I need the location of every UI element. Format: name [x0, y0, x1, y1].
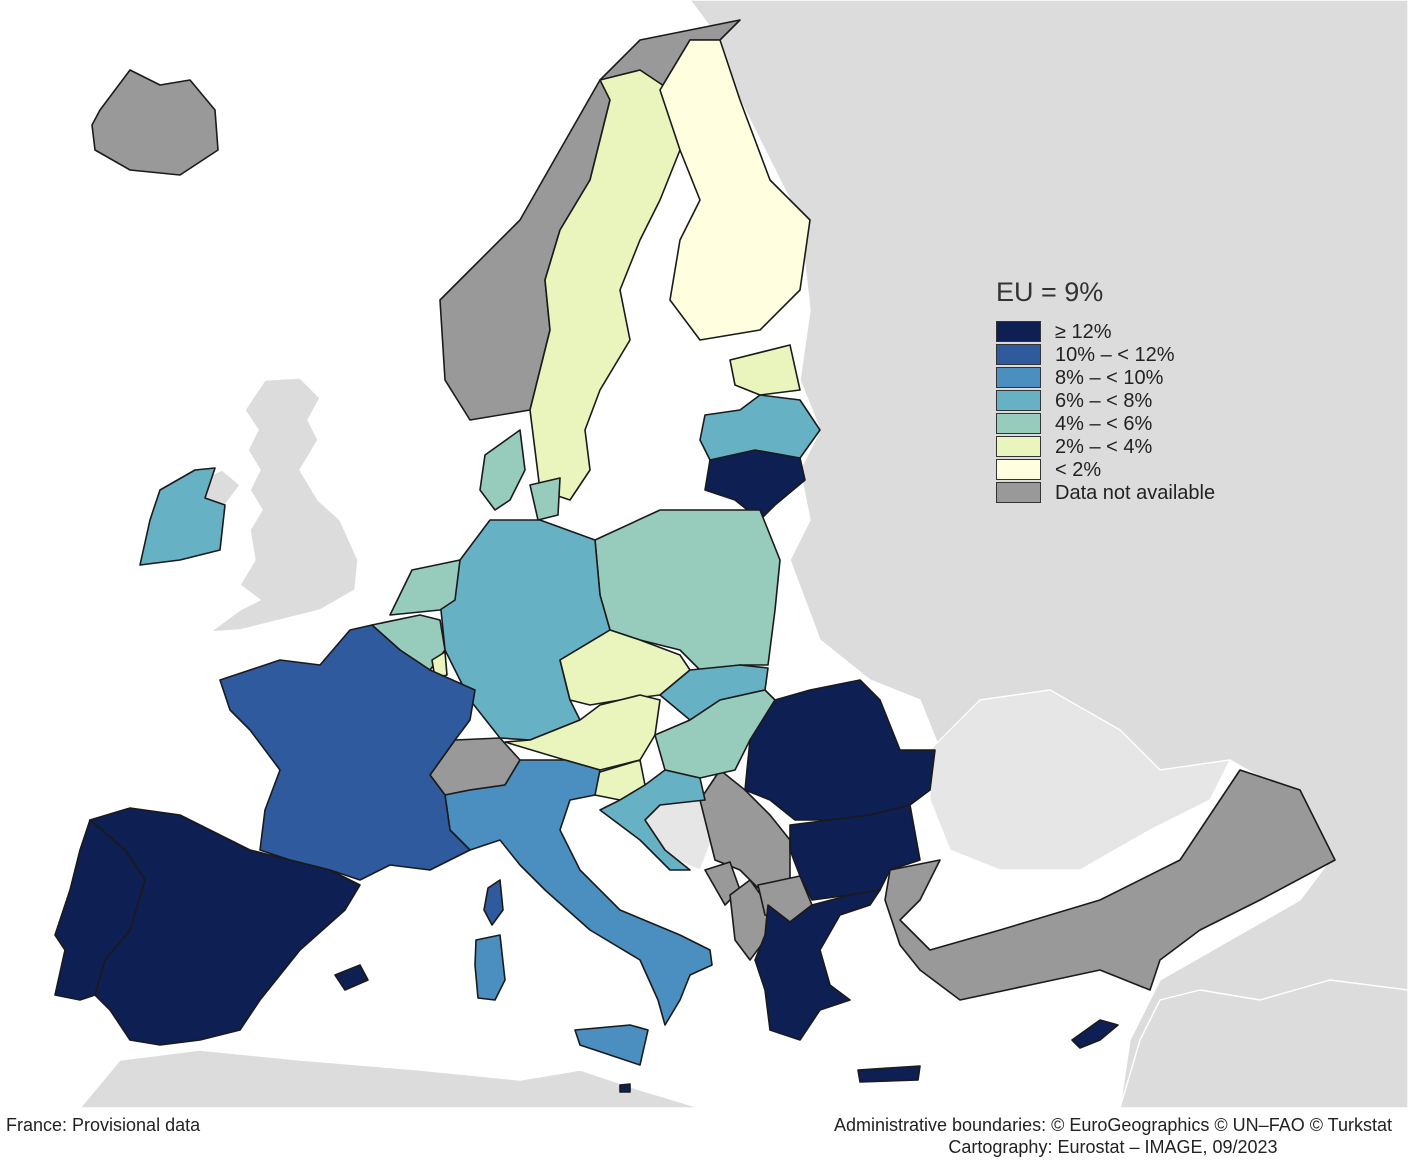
land-middle-east — [1119, 979, 1408, 1108]
country-netherlands — [389, 559, 461, 616]
legend-label: 4% – < 6% — [1055, 412, 1153, 435]
country-spain-balearic — [334, 964, 369, 991]
legend-swatch — [996, 436, 1041, 457]
country-bulgaria — [789, 804, 921, 901]
map-legend: EU = 9% ≥ 12% 10% – < 12% 8% – < 10% 6% – <… — [996, 276, 1296, 504]
country-cyprus — [1071, 1019, 1119, 1049]
country-latvia — [699, 394, 821, 461]
legend-label: ≥ 12% — [1055, 320, 1112, 343]
legend-label: 10% – < 12% — [1055, 343, 1175, 366]
legend-title: EU = 9% — [996, 277, 1104, 307]
legend-item: 4% – < 6% — [996, 412, 1296, 435]
legend-item: 8% – < 10% — [996, 366, 1296, 389]
country-turkiye — [884, 769, 1336, 1001]
country-romania — [744, 679, 936, 821]
legend-label: 6% – < 8% — [1055, 389, 1153, 412]
country-lithuania — [704, 449, 806, 521]
legend-swatch — [996, 390, 1041, 411]
country-croatia — [599, 769, 706, 871]
country-ireland — [139, 467, 226, 566]
legend-label: Data not available — [1055, 481, 1216, 504]
legend-label: < 2% — [1055, 458, 1102, 481]
legend-swatch — [996, 413, 1041, 434]
legend-label: 8% – < 10% — [1055, 366, 1164, 389]
country-denmark-islands — [529, 477, 561, 521]
legend-item: ≥ 12% — [996, 320, 1296, 343]
legend-swatch — [996, 344, 1041, 365]
provisional-data-note: France: Provisional data — [6, 1115, 201, 1135]
legend-item: Data not available — [996, 481, 1296, 504]
country-portugal — [54, 819, 146, 1001]
country-italy-sicily — [574, 1024, 649, 1066]
choropleth-map — [54, 0, 1408, 1108]
boundaries-credit: Administrative boundaries: © EuroGeograp… — [833, 1115, 1392, 1135]
country-italy — [444, 759, 713, 1026]
legend-swatch — [996, 459, 1041, 480]
legend-item: 10% – < 12% — [996, 343, 1296, 366]
country-malta — [619, 1083, 631, 1093]
country-estonia — [729, 344, 801, 396]
legend-label: 2% – < 4% — [1055, 435, 1153, 458]
map-credits: Administrative boundaries: © EuroGeograp… — [834, 1114, 1392, 1158]
legend-item: 6% – < 8% — [996, 389, 1296, 412]
country-iceland — [91, 69, 219, 176]
legend-item: < 2% — [996, 458, 1296, 481]
land-uk — [209, 377, 359, 633]
land-ukraine-light — [929, 689, 1232, 871]
country-sweden — [529, 69, 681, 501]
cartography-credit: Cartography: Eurostat – IMAGE, 09/2023 — [948, 1137, 1278, 1157]
legend-item: 2% – < 4% — [996, 435, 1296, 458]
land-north-africa — [79, 1049, 701, 1108]
country-greece — [754, 889, 881, 1041]
country-finland — [659, 39, 811, 341]
country-italy-sardinia — [474, 934, 506, 1001]
country-france-corsica — [483, 879, 504, 926]
legend-swatch — [996, 482, 1041, 503]
legend-swatch — [996, 321, 1041, 342]
country-denmark — [479, 429, 526, 511]
country-france — [219, 624, 476, 881]
legend-swatch — [996, 367, 1041, 388]
country-greece-crete — [857, 1065, 921, 1083]
